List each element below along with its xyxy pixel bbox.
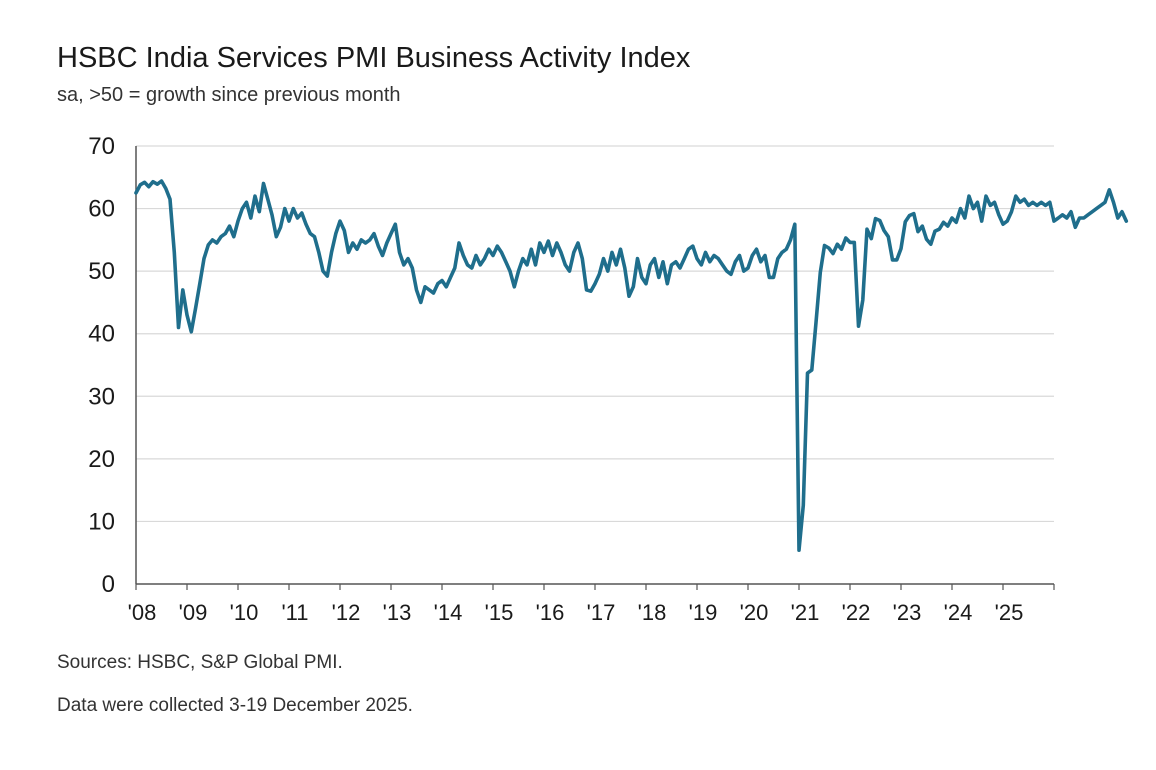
x-tick-label: '09 — [179, 600, 208, 625]
axes — [135, 146, 1054, 585]
x-tick-label: '18 — [638, 600, 667, 625]
y-tick-label: 30 — [88, 383, 115, 410]
source-note: Sources: HSBC, S&P Global PMI. — [57, 652, 343, 673]
x-axis-ticks: '08 '09 '10 '11 '12 '13 '14 '15 '16 '17 '18 '19 '20 '… — [128, 584, 1055, 625]
collection-note: Data were collected 3-19 December 2025. — [57, 695, 413, 716]
y-tick-label: 10 — [88, 508, 115, 535]
x-tick-label: '21 — [791, 600, 820, 625]
y-tick-label: 0 — [102, 571, 115, 598]
y-tick-label: 20 — [88, 446, 115, 473]
x-tick-label: '25 — [995, 600, 1024, 625]
x-tick-label: '23 — [893, 600, 922, 625]
y-tick-label: 40 — [88, 321, 115, 348]
x-tick-label: '12 — [332, 600, 361, 625]
x-tick-label: '17 — [587, 600, 616, 625]
x-tick-label: '22 — [842, 600, 871, 625]
services-pmi-line — [134, 179, 1129, 553]
y-tick-label: 50 — [88, 258, 115, 285]
x-tick-label: '16 — [536, 600, 565, 625]
x-tick-label: '15 — [485, 600, 514, 625]
x-tick-label: '24 — [944, 600, 973, 625]
y-tick-label: 70 — [88, 133, 115, 160]
y-tick-label: 60 — [88, 196, 115, 223]
grid-lines — [136, 145, 1054, 523]
x-tick-label: '19 — [689, 600, 718, 625]
x-tick-label: '14 — [434, 600, 463, 625]
x-tick-label: '08 — [128, 600, 157, 625]
x-tick-label: '11 — [281, 600, 308, 625]
chart-subtitle: sa, >50 = growth since previous month — [57, 84, 401, 106]
x-tick-label: '13 — [383, 600, 412, 625]
chart-title: HSBC India Services PMI Business Activit… — [57, 42, 691, 74]
x-tick-label: '10 — [230, 600, 259, 625]
x-tick-label: '20 — [740, 600, 769, 625]
y-axis-ticks: 70 60 50 40 30 20 10 0 — [88, 133, 115, 598]
series-layer — [134, 179, 1129, 553]
